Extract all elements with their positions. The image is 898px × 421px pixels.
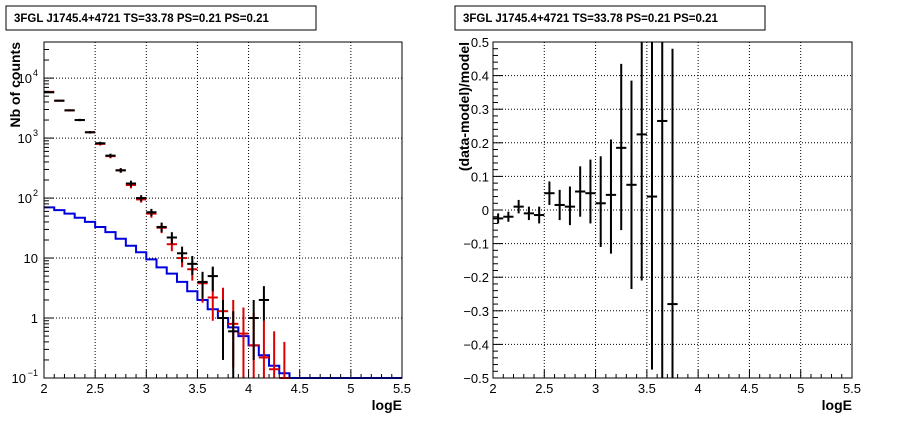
y-tick-label: 10	[12, 371, 26, 386]
y-tick-label: 10	[18, 71, 32, 86]
counts-title-box	[5, 5, 317, 31]
x-tick-label: 3	[592, 381, 599, 396]
residual-points	[493, 42, 678, 378]
y-tick-label: 0.1	[471, 169, 489, 184]
x-tick-label: 5	[797, 381, 804, 396]
y-tick-label: 1	[31, 311, 38, 326]
y-tick-label: −0.5	[463, 371, 489, 386]
x-tick-label: 2.5	[86, 381, 104, 396]
y-tick-label: 0.4	[471, 69, 489, 84]
x-tick-label: 5.5	[393, 381, 411, 396]
x-tick-label: 2	[489, 381, 496, 396]
x-tick-label: 3.5	[638, 381, 656, 396]
model-points	[44, 90, 290, 379]
residual-x-ticks: 2 2.5 3 3.5 4 4.5 5 5.5	[489, 370, 861, 396]
x-tick-label: 4.5	[291, 381, 309, 396]
y-tick-label: −0.4	[463, 337, 489, 352]
y-tick-exponent: 3	[33, 128, 38, 138]
counts-panel: 3FGL J1745.4+4721 TS=33.78 PS=0.21 PS=0.…	[5, 5, 411, 413]
counts-x-axis-label: logE	[372, 397, 402, 413]
x-tick-label: 5.5	[843, 381, 861, 396]
counts-title: 3FGL J1745.4+4721 TS=33.78 PS=0.21 PS=0.…	[14, 13, 270, 25]
x-tick-label: 2.5	[535, 381, 553, 396]
counts-grid	[44, 42, 402, 378]
x-tick-label: 4	[245, 381, 252, 396]
y-tick-label: 10	[18, 131, 32, 146]
counts-plot-frame	[43, 41, 403, 379]
x-tick-label: 3	[143, 381, 150, 396]
y-tick-label: 0.2	[471, 136, 489, 151]
y-tick-label: 0.3	[471, 102, 489, 117]
x-tick-label: 5	[347, 381, 354, 396]
y-tick-label: 10	[24, 251, 38, 266]
y-tick-exponent: −1	[28, 368, 38, 378]
x-tick-label: 4	[695, 381, 702, 396]
counts-x-ticks: 2 2.5 3 3.5 4 4.5 5 5.5	[40, 370, 411, 396]
x-tick-label: 2	[40, 381, 47, 396]
y-tick-label: −0.1	[463, 237, 489, 252]
y-tick-label: −0.3	[463, 304, 489, 319]
residual-grid	[493, 42, 852, 378]
y-tick-exponent: 2	[33, 188, 38, 198]
residual-title-box	[454, 5, 766, 31]
x-tick-label: 4.5	[740, 381, 758, 396]
y-tick-exponent: 4	[33, 68, 38, 78]
data-points	[44, 91, 270, 378]
y-tick-label: 0.5	[471, 35, 489, 50]
residual-y-ticks: −0.5 −0.4 −0.3 −0.2 −0.1 0 0.1 0.2 0.3 0.4 0.5	[463, 35, 503, 386]
residual-y-axis-label: (data-model)/model	[456, 42, 472, 171]
counts-y-axis-label: Nb of counts	[7, 42, 23, 128]
residual-x-axis-label: logE	[822, 397, 852, 413]
residual-title: 3FGL J1745.4+4721 TS=33.78 PS=0.21 PS=0.…	[463, 13, 719, 25]
residual-panel: 3FGL J1745.4+4721 TS=33.78 PS=0.21 PS=0.…	[454, 5, 861, 413]
x-tick-label: 3.5	[188, 381, 206, 396]
y-tick-label: 10	[18, 191, 32, 206]
y-tick-label: −0.2	[463, 270, 489, 285]
y-tick-label: 0	[482, 203, 489, 218]
